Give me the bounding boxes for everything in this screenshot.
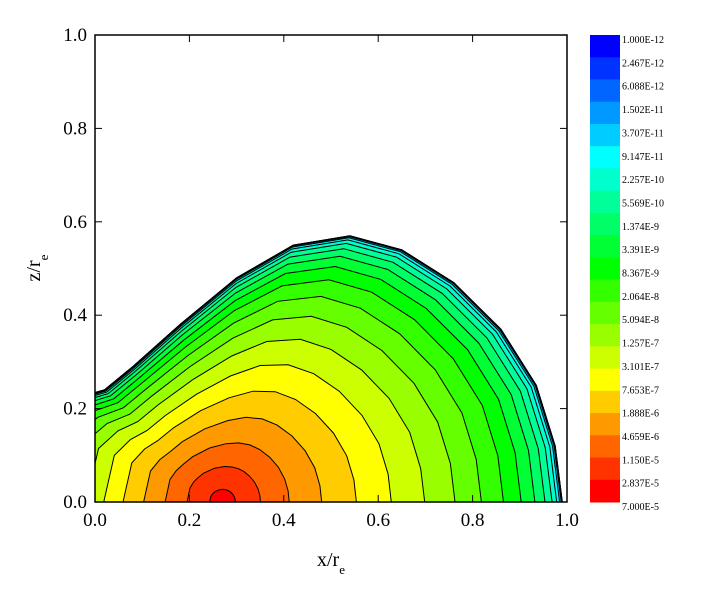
colorbar-label: 2.467E-12	[622, 58, 664, 69]
colorbar-label: 6.088E-12	[622, 82, 664, 93]
colorbar-cell	[590, 324, 620, 347]
colorbar-cell	[590, 457, 620, 481]
colorbar-cell	[590, 57, 620, 80]
y-tick-label: 0.4	[63, 305, 87, 326]
contour-area	[95, 235, 563, 502]
colorbar-label: 2.064E-8	[622, 292, 659, 303]
y-label-sub: e	[36, 254, 51, 260]
colorbar-label: 3.101E-7	[622, 362, 659, 373]
contour-band	[209, 488, 236, 502]
colorbar-cell	[590, 479, 620, 503]
colorbar-label: 1.257E-7	[622, 339, 659, 350]
colorbar-cell	[590, 301, 620, 325]
x-label-text: x/r	[317, 549, 340, 571]
plot-frame	[94, 34, 568, 503]
colorbar-cell	[590, 435, 620, 459]
colorbar-cell	[590, 168, 620, 192]
colorbar-cell	[590, 257, 620, 281]
y-tick-label: 0.2	[63, 399, 87, 420]
x-tick-label: 0.4	[272, 510, 296, 531]
colorbar-cell	[590, 212, 620, 236]
contour-band	[186, 465, 262, 502]
y-label-text: z/r	[23, 260, 45, 281]
colorbar-cell	[590, 346, 620, 370]
colorbar-cell	[590, 413, 620, 436]
colorbar-label: 1.888E-6	[622, 409, 659, 420]
x-tick-label: 1.0	[555, 510, 579, 531]
colorbar-label: 8.367E-9	[622, 269, 659, 280]
y-tick-label: 0.0	[63, 492, 87, 513]
colorbar-cell	[590, 368, 620, 392]
colorbar-label: 5.569E-10	[622, 198, 664, 209]
colorbar-cell	[590, 101, 620, 125]
colorbar-label: 7.000E-5	[622, 502, 659, 513]
colorbar-cell	[590, 390, 620, 414]
x-axis-label: x/re	[317, 549, 345, 577]
colorbar-label: 5.094E-8	[622, 315, 659, 326]
colorbar-cell	[590, 235, 620, 258]
y-tick-label: 0.8	[63, 118, 87, 139]
x-tick-label: 0.8	[461, 510, 485, 531]
colorbar-label: 9.147E-11	[622, 152, 664, 163]
x-tick-label: 0.0	[83, 510, 107, 531]
colorbar-label: 1.374E-9	[622, 222, 659, 233]
y-axis-label: z/re	[23, 254, 51, 281]
colorbar-label: 1.502E-11	[622, 105, 664, 116]
colorbar-cell	[590, 35, 620, 58]
colorbar-label: 7.653E-7	[622, 385, 659, 396]
x-label-sub: e	[339, 562, 345, 577]
colorbar-label: 2.257E-10	[622, 175, 664, 186]
x-tick-label: 0.6	[366, 510, 390, 531]
colorbar-label: 3.707E-11	[622, 128, 664, 139]
colorbar-label: 1.150E-5	[622, 455, 659, 466]
colorbar-cell	[590, 279, 620, 303]
colorbar-label: 2.837E-5	[622, 479, 659, 490]
colorbar-label: 1.000E-12	[622, 35, 664, 46]
colorbar-label: 3.391E-9	[622, 245, 659, 256]
colorbar-cell	[590, 123, 620, 147]
y-tick-label: 0.6	[63, 212, 87, 233]
colorbar-cell	[590, 190, 620, 214]
y-tick-label: 1.0	[63, 25, 87, 46]
x-tick-label: 0.2	[178, 510, 202, 531]
colorbar-label: 4.659E-6	[622, 432, 659, 443]
colorbar-cell	[590, 146, 620, 169]
colorbar-cell	[590, 79, 620, 103]
